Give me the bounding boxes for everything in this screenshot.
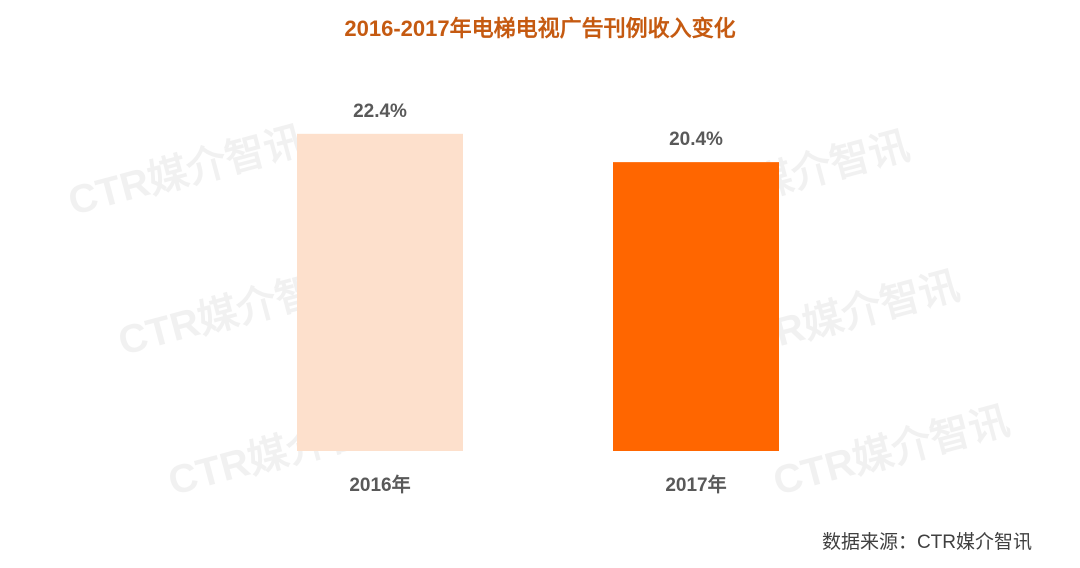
watermark: CTR媒介智讯 — [769, 399, 1014, 504]
watermark: CTR媒介智讯 — [64, 119, 309, 224]
x-tick-label: 2016年 — [349, 473, 410, 496]
value-label: 20.4% — [669, 129, 723, 150]
bar — [613, 162, 779, 452]
value-label: 22.4% — [353, 101, 407, 122]
chart-title: 2016-2017年电梯电视广告刊例收入变化 — [344, 16, 735, 41]
x-tick-label: 2017年 — [665, 473, 726, 496]
source: 数据来源：CTR媒介智讯 — [822, 531, 1032, 553]
bar — [297, 133, 463, 452]
watermarks: CTR媒介智讯 CTR媒介智讯 CTR媒介智讯 CTR媒介智讯 CTR媒介智讯 … — [64, 119, 1014, 504]
